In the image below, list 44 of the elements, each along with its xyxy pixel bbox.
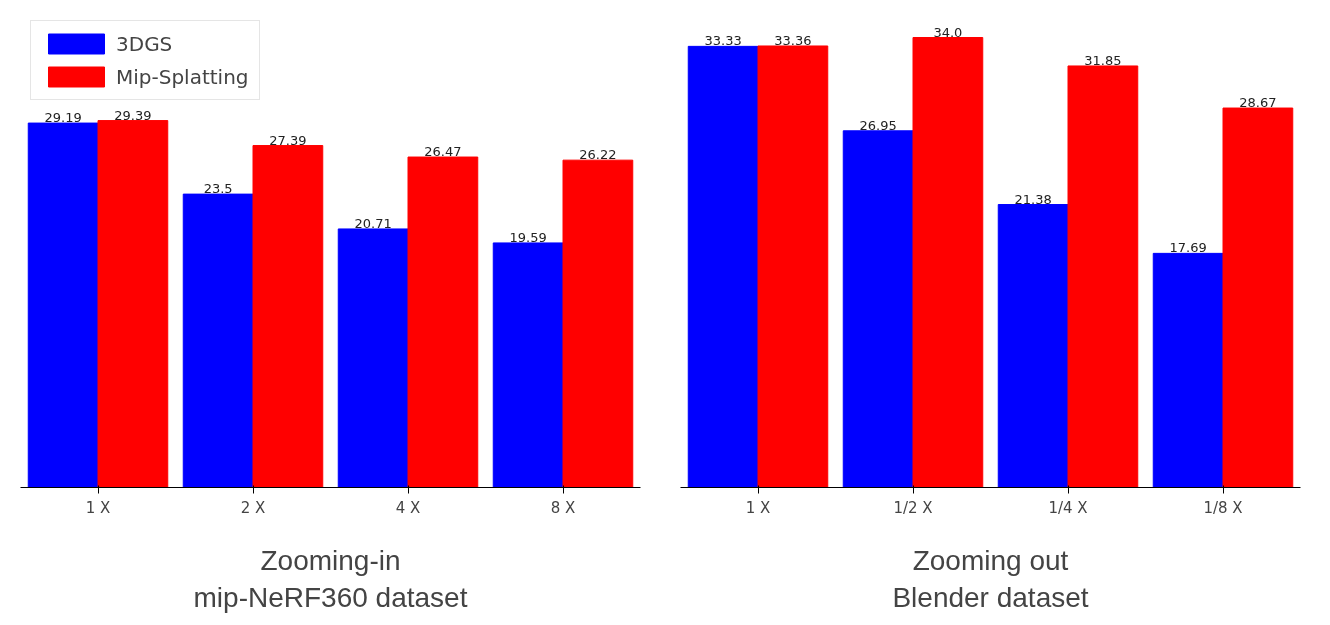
data-label: 27.39 — [269, 132, 307, 148]
data-label: 33.33 — [704, 33, 742, 49]
x-tick-label: 1/2 X — [893, 498, 933, 517]
bar — [1152, 252, 1224, 488]
bar — [1067, 65, 1139, 488]
data-label: 31.85 — [1084, 52, 1122, 68]
bar — [1222, 107, 1294, 488]
data-label: 26.22 — [579, 147, 617, 163]
x-tick-label: 1/4 X — [1048, 498, 1088, 517]
bar — [912, 37, 984, 488]
bar — [27, 122, 99, 488]
bar — [997, 204, 1069, 488]
x-tick-label: 4 X — [395, 498, 421, 517]
x-axis-title: Zooming-in mip-NeRF360 dataset — [193, 544, 468, 613]
legend-label: Mip-Splatting — [116, 64, 249, 89]
data-label: 28.67 — [1239, 95, 1277, 111]
data-label: 26.95 — [859, 117, 897, 133]
x-tick-label: 1/8 X — [1203, 498, 1243, 517]
bar — [252, 145, 324, 488]
data-label: 26.47 — [424, 144, 462, 160]
x-tick-label: 8 X — [550, 498, 576, 517]
data-label: 29.19 — [44, 110, 82, 126]
data-label: 17.69 — [1169, 240, 1207, 256]
bar — [757, 45, 829, 488]
bar — [97, 120, 169, 488]
bar — [182, 193, 254, 488]
bar — [337, 228, 409, 488]
data-label: 29.39 — [114, 107, 152, 123]
x-tick-label: 1 X — [85, 498, 111, 517]
bar — [407, 156, 479, 488]
data-label: 23.5 — [203, 181, 233, 197]
data-label: 34.0 — [933, 24, 963, 40]
x-tick-label: 1 X — [745, 498, 771, 517]
bar — [562, 159, 634, 488]
bar — [687, 45, 759, 488]
bar — [842, 130, 914, 488]
data-label: 19.59 — [509, 229, 547, 245]
data-label: 20.71 — [354, 215, 392, 231]
x-tick-label: 2 X — [240, 498, 266, 517]
bar — [492, 242, 564, 488]
x-axis-title: Zooming out Blender dataset — [892, 544, 1089, 613]
data-label: 21.38 — [1014, 191, 1052, 207]
legend-label: 3DGS — [116, 31, 173, 56]
data-label: 33.36 — [774, 32, 812, 48]
